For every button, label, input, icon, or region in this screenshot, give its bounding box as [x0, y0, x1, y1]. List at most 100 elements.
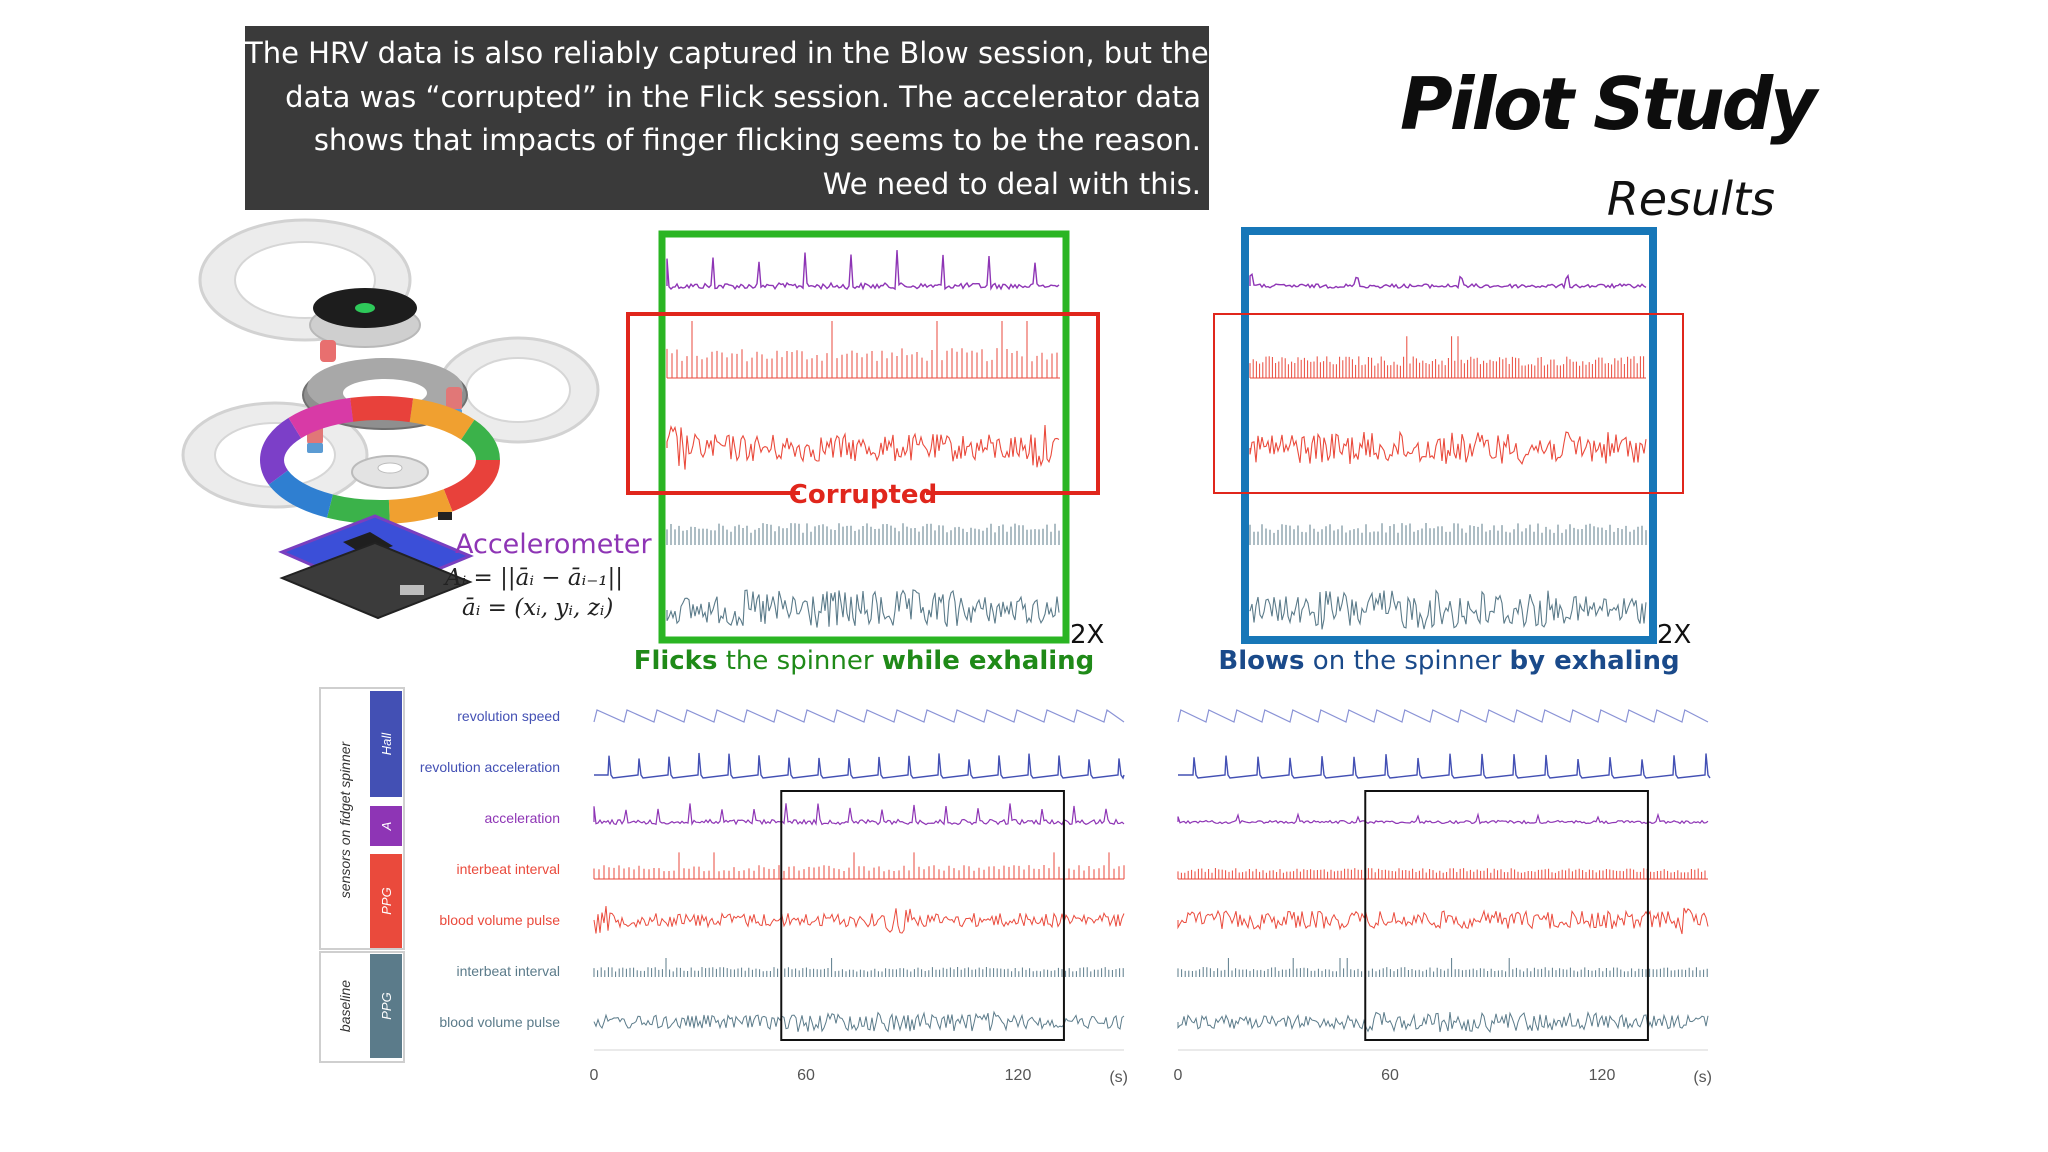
baseline-blood-volume-pulse-trace — [1177, 1010, 1709, 1033]
zoom-bvp-trace-path — [666, 424, 1060, 470]
caption-line: shows that impacts of finger flicking se… — [313, 123, 1201, 157]
interbeat-interval-trace — [593, 852, 1125, 880]
zoom-acceleration-trace — [666, 250, 1060, 291]
zoom-baseline-bvp-trace-path — [1249, 589, 1647, 630]
zoom-baseline-ibi-trace-path — [666, 523, 1060, 545]
blow-scale-label: 2X — [1657, 620, 1691, 650]
row-label: interbeat interval — [456, 963, 560, 979]
baseline-blood-volume-pulse-trace-path — [1177, 1010, 1709, 1033]
x-axis-unit: (s) — [1109, 1069, 1128, 1086]
revolution-acceleration-trace-path — [1178, 753, 1711, 779]
revolution-acceleration-trace-path — [594, 752, 1125, 780]
revolution-acceleration-trace — [594, 752, 1125, 780]
revolution-acceleration-trace — [1178, 753, 1711, 779]
highlight-window — [780, 790, 1065, 1041]
zoom-baseline-ibi-trace — [1249, 523, 1647, 545]
spinner-illustration — [181, 218, 600, 620]
blood-volume-pulse-trace-path — [593, 906, 1125, 934]
legend-tag-baseline-swatch — [370, 954, 402, 1058]
x-tick-label: 0 — [590, 1067, 599, 1084]
blow-highlight-box — [1241, 227, 1657, 644]
baseline-interbeat-interval-trace-path — [593, 958, 1124, 977]
formula-vector: āᵢ = (xᵢ, yᵢ, zᵢ) — [462, 595, 613, 621]
x-tick-label: 60 — [1381, 1067, 1399, 1084]
acceleration-trace — [593, 803, 1125, 826]
zoom-bvp-trace-path — [1249, 430, 1647, 465]
legend-tag-a: A — [379, 822, 394, 832]
legend-group-baseline: baseline — [337, 980, 353, 1032]
row-label: revolution acceleration — [420, 759, 560, 775]
led-icon — [355, 303, 375, 313]
revolution-speed-trace — [593, 709, 1125, 723]
legend-tag-baseline-ppg: PPG — [379, 992, 394, 1019]
corrupted-label: Corrupted — [789, 480, 937, 510]
interbeat-interval-trace-path — [593, 852, 1125, 879]
caption-line: The HRV data is also reliably captured i… — [245, 36, 1209, 70]
legend-tag-hall: Hall — [379, 732, 394, 756]
magnet-icon — [446, 387, 462, 411]
revolution-speed-trace — [1177, 709, 1709, 723]
blow-caption: Blows on the spinner by exhaling — [1218, 646, 1679, 676]
zoom-acceleration-trace-path — [1249, 272, 1647, 290]
baseline-interbeat-interval-trace — [593, 958, 1124, 977]
legend-tag-a-swatch — [370, 806, 402, 846]
legend-group-sensors: sensors on fidget spinner — [337, 740, 353, 898]
interbeat-interval-trace — [1177, 868, 1708, 880]
zoom-bvp-trace — [666, 424, 1060, 470]
x-tick-label: 120 — [1589, 1067, 1616, 1084]
formula-accel: Aᵢ = ||āᵢ − āᵢ₋₁|| — [443, 565, 623, 591]
caption-line: We need to deal with this. — [822, 166, 1201, 201]
chart-panel-blow: 0 60 120 (s) — [1174, 709, 1712, 1086]
zoom-acceleration-trace-path — [666, 250, 1060, 291]
blow-ibi-box — [1213, 313, 1684, 494]
zoom-baseline-bvp-trace — [666, 589, 1060, 628]
blood-volume-pulse-trace — [1177, 907, 1709, 935]
zoom-flick-signals — [666, 250, 1060, 628]
x-axis-unit: (s) — [1693, 1069, 1712, 1086]
flick-caption: Flicks the spinner while exhaling — [634, 646, 1095, 676]
acceleration-trace-path — [593, 803, 1125, 826]
x-tick-label: 60 — [797, 1067, 815, 1084]
zoom-baseline-ibi-trace-path — [1249, 523, 1647, 545]
zoom-acceleration-trace — [1249, 272, 1647, 290]
zoom-baseline-ibi-trace — [666, 523, 1060, 545]
caption-box: The HRV data is also reliably captured i… — [245, 26, 1209, 210]
legend-tag-hall-swatch — [370, 691, 402, 797]
zoom-ibi-trace — [666, 321, 1060, 379]
magnet-icon — [320, 340, 336, 362]
row-label: revolution speed — [457, 708, 560, 724]
caption-line: data was “corrupted” in the Flick sessio… — [285, 79, 1201, 114]
zoom-ibi-trace — [1249, 336, 1646, 379]
zoom-baseline-bvp-trace — [1249, 589, 1647, 630]
blood-volume-pulse-trace — [593, 906, 1125, 934]
acceleration-trace-path — [1177, 812, 1709, 825]
baseline-interbeat-interval-trace-path — [1177, 958, 1708, 977]
row-label: blood volume pulse — [439, 1014, 560, 1030]
baseline-interbeat-interval-trace — [1177, 958, 1708, 977]
legend-panel: sensors on fidget spinner baseline Hall … — [319, 687, 405, 1063]
highlight-window — [1364, 790, 1649, 1041]
revolution-speed-trace-path — [1177, 709, 1709, 723]
flick-highlight-box — [658, 230, 1070, 644]
baseline-blood-volume-pulse-trace-path — [593, 1010, 1125, 1033]
accelerometer-label: Accelerometer — [455, 529, 653, 560]
row-label: blood volume pulse — [439, 912, 560, 928]
row-label: acceleration — [485, 810, 561, 826]
revolution-speed-trace-path — [593, 709, 1125, 723]
x-tick-label: 120 — [1005, 1067, 1032, 1084]
row-label: interbeat interval — [456, 861, 560, 877]
blood-volume-pulse-trace-path — [1177, 907, 1709, 935]
chart-panel-flick: 0 60 120 (s) — [590, 709, 1128, 1086]
acceleration-trace — [1177, 812, 1709, 825]
interbeat-interval-trace-path — [1177, 868, 1706, 879]
baseline-blood-volume-pulse-trace — [593, 1010, 1125, 1033]
zoom-ibi-trace-path — [1249, 336, 1645, 378]
zoom-ibi-trace-path — [666, 321, 1058, 378]
page-subtitle: Results — [1606, 172, 1775, 226]
bottom-charts: revolution speed revolution acceleration a… — [420, 708, 1712, 1086]
page-title: Pilot Study — [1400, 62, 1817, 146]
x-tick-label: 0 — [1174, 1067, 1183, 1084]
zoom-baseline-bvp-trace-path — [666, 589, 1060, 628]
zoom-bvp-trace — [1249, 430, 1647, 465]
